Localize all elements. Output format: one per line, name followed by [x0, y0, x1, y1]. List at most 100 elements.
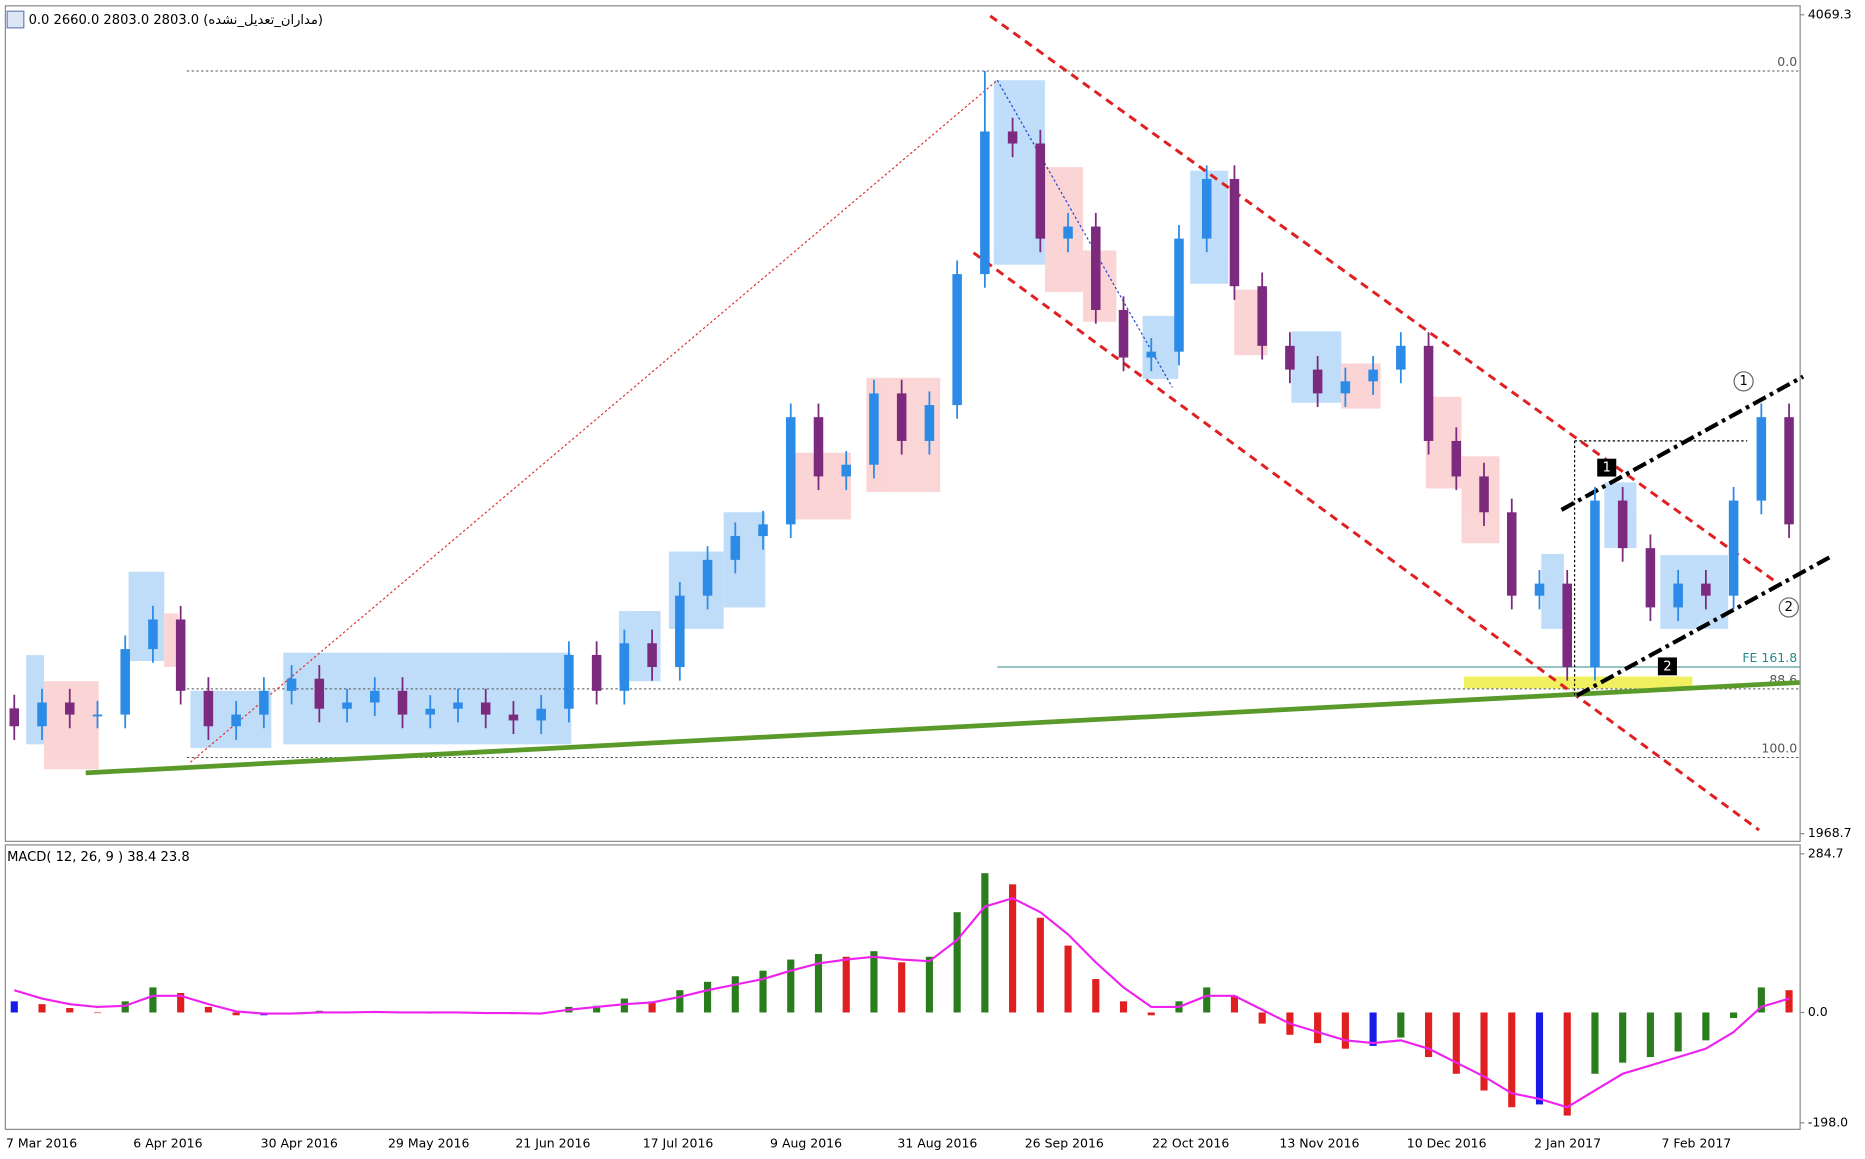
candle-body: [1728, 500, 1739, 596]
candle-body: [1063, 226, 1073, 239]
candle-body: [37, 702, 47, 727]
channel-upper: [989, 14, 1775, 582]
macd-bar: [1092, 979, 1100, 1013]
signal-line: [13, 897, 1790, 1109]
wave-label: 2: [1785, 600, 1793, 615]
candle-body: [869, 393, 879, 465]
macd-bar: [1508, 1012, 1516, 1108]
macd-title: MACD( 12, 26, 9 ) 38.4 23.8: [7, 850, 190, 865]
y-tick-label: 4069.3: [1808, 6, 1852, 21]
macd-bar: [870, 951, 878, 1013]
zone: [1142, 315, 1179, 379]
zone: [283, 652, 572, 745]
macd-bar: [1591, 1012, 1599, 1074]
candle-body: [453, 702, 463, 709]
candle-body: [1423, 345, 1434, 441]
macd-bar: [953, 912, 961, 1013]
macd-bar: [787, 959, 795, 1013]
candle-body: [785, 417, 796, 525]
wave-marker: [1778, 597, 1799, 618]
box-label: 2: [1663, 659, 1671, 674]
x-tick-label: 30 Apr 2016: [261, 1136, 338, 1151]
candle-body: [924, 405, 935, 441]
candle-body: [702, 559, 713, 596]
macd-bar: [1730, 1012, 1738, 1019]
candle-body: [1506, 512, 1517, 596]
candle-body: [1340, 381, 1351, 394]
zone: [1660, 555, 1729, 629]
macd-bar: [1674, 1012, 1682, 1052]
macd-bar: [814, 953, 823, 1013]
macd-bar: [1619, 1012, 1627, 1063]
y-tick-label: -198.0: [1808, 1114, 1848, 1129]
target-zone: [1463, 676, 1693, 689]
macd-bar: [648, 1001, 656, 1013]
candle-body: [619, 643, 630, 691]
candle-body: [397, 690, 408, 715]
macd-bar: [149, 987, 157, 1013]
candle-body: [1118, 309, 1129, 358]
candle-body: [370, 690, 380, 703]
zone: [128, 571, 165, 662]
candle-body: [758, 524, 768, 537]
x-tick-label: 13 Nov 2016: [1279, 1136, 1359, 1151]
box-marker: [1597, 458, 1617, 477]
candle-body: [1091, 226, 1101, 310]
candle-body: [1645, 548, 1656, 608]
candle-body: [259, 690, 269, 715]
candle-body: [508, 714, 519, 721]
candle-body: [1756, 417, 1767, 501]
candle-body: [1479, 476, 1489, 513]
macd-bar: [1785, 990, 1793, 1013]
candle-body: [286, 678, 297, 691]
wedge-upper: [1560, 374, 1805, 512]
candle-body: [1701, 583, 1711, 596]
x-tick-label: 17 Jul 2016: [643, 1136, 714, 1151]
macd-bar: [1452, 1012, 1460, 1074]
macd-bar: [842, 956, 850, 1013]
fe-line: [996, 79, 1173, 388]
macd-bar: [1424, 1012, 1433, 1058]
macd-bar: [1397, 1012, 1405, 1038]
macd-bar: [1563, 1012, 1571, 1116]
level-label: FE 161.8: [1742, 650, 1797, 665]
candle-body: [813, 417, 824, 477]
macd-bar: [1036, 917, 1044, 1013]
macd-bar: [66, 1008, 74, 1013]
icon: [6, 10, 25, 29]
x-tick-label: 21 Jun 2016: [515, 1136, 590, 1151]
candle-body: [536, 708, 546, 721]
macd-bar: [1147, 1012, 1155, 1016]
candle-body: [896, 393, 907, 441]
x-tick-label: 7 Mar 2016: [6, 1136, 77, 1151]
macd-bar: [898, 962, 906, 1013]
y-tick-label: 284.7: [1808, 845, 1844, 860]
macd-bar: [1009, 884, 1017, 1013]
candle-body: [1617, 500, 1628, 549]
candle-body: [980, 131, 990, 275]
candle-body: [148, 619, 158, 650]
level-label: 100.0: [1761, 741, 1797, 756]
candle-body: [480, 702, 491, 715]
macd-bar: [981, 873, 989, 1013]
candle-body: [1035, 143, 1046, 239]
macd-bar: [620, 998, 628, 1013]
macd-bar: [93, 1012, 102, 1014]
candle-body: [1007, 131, 1018, 144]
candle-body: [425, 708, 436, 715]
macd-bar: [121, 1001, 129, 1013]
box-marker: [1657, 657, 1677, 676]
candle-body: [1174, 238, 1184, 352]
macd-bar: [1064, 945, 1072, 1013]
x-tick-label: 26 Sep 2016: [1025, 1136, 1104, 1151]
macd-bar: [204, 1006, 212, 1013]
macd-bar: [759, 970, 767, 1013]
x-tick-label: 31 Aug 2016: [897, 1136, 977, 1151]
macd-bar: [925, 956, 933, 1013]
candle-body: [314, 678, 325, 709]
candle-body: [564, 654, 574, 709]
y-tick-label: 1968.7: [1808, 825, 1852, 840]
x-tick-label: 6 Apr 2016: [133, 1136, 202, 1151]
wave-marker: [1733, 371, 1754, 392]
